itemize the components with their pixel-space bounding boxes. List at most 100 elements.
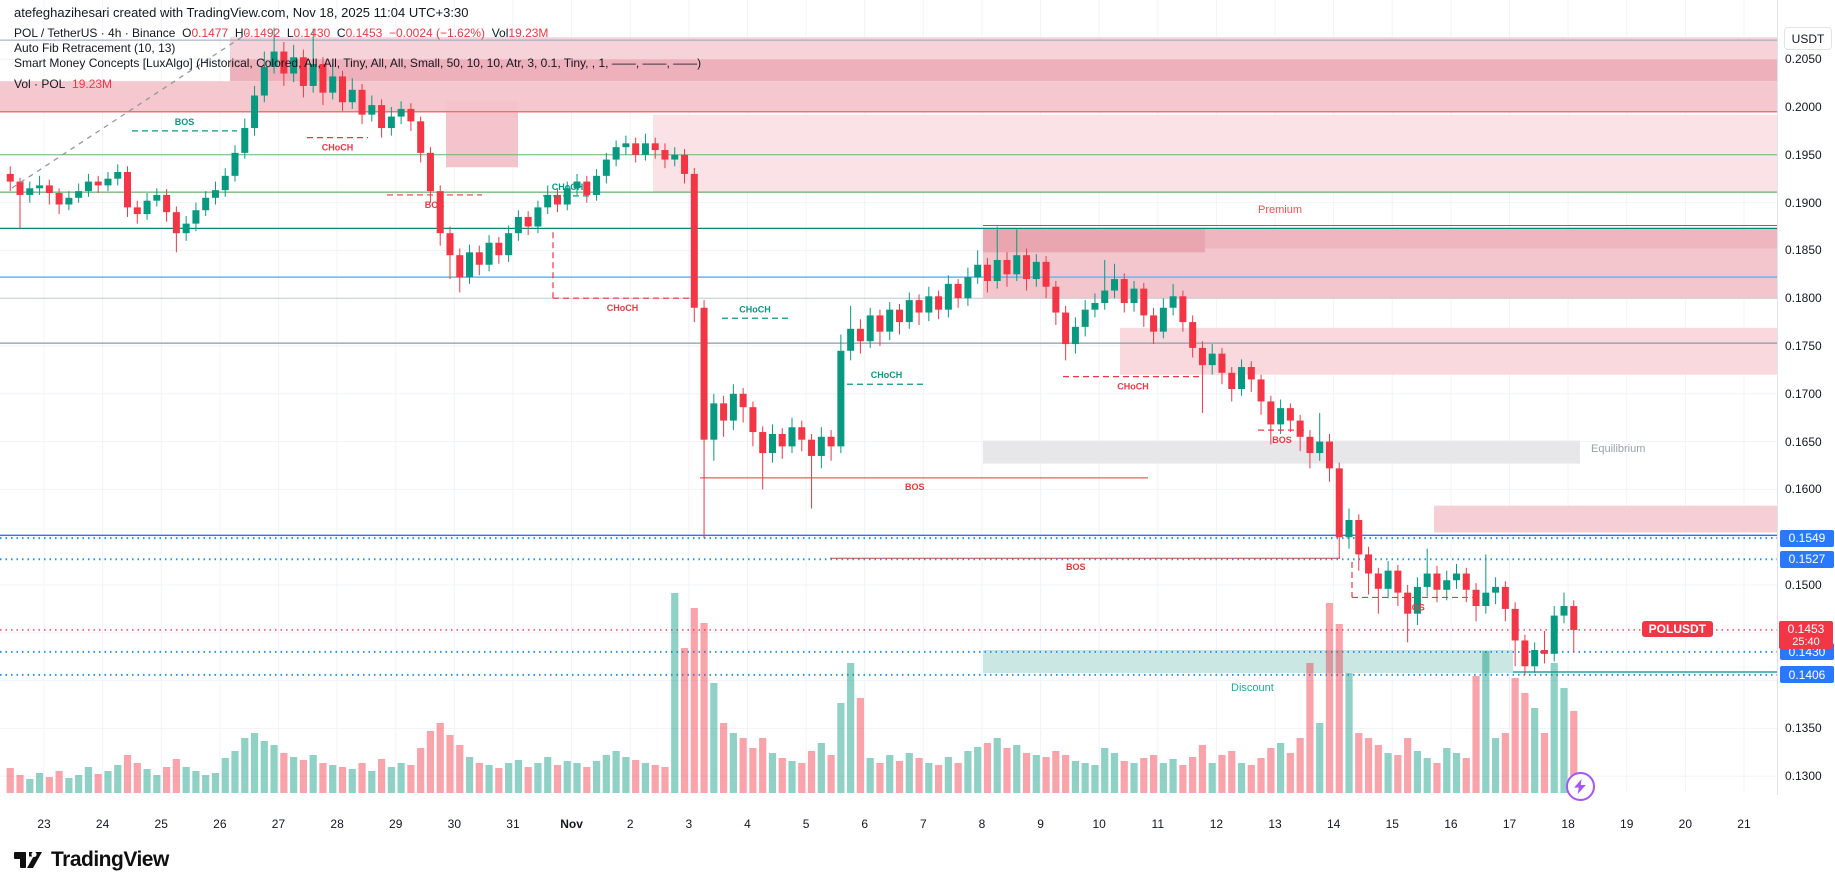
choch-label: CHoCH bbox=[871, 370, 903, 380]
date-tick-label: 28 bbox=[330, 817, 344, 831]
tradingview-logo[interactable]: TradingView bbox=[14, 847, 169, 873]
candle-body bbox=[1306, 436, 1314, 454]
candle-body bbox=[661, 150, 669, 160]
alert-price-badge[interactable]: 0.1549 bbox=[1780, 529, 1834, 547]
candle-body bbox=[1531, 650, 1539, 667]
candle-body bbox=[378, 105, 386, 129]
candle-body bbox=[124, 172, 132, 208]
candle-body bbox=[778, 433, 786, 447]
volume-bar bbox=[602, 755, 610, 793]
candle-body bbox=[94, 181, 102, 186]
volume-bar bbox=[788, 761, 796, 793]
volume-bar bbox=[1208, 763, 1216, 793]
date-tick-label: 13 bbox=[1268, 817, 1282, 831]
candle-body bbox=[1267, 401, 1275, 425]
volume-bar bbox=[6, 768, 14, 793]
date-tick-label: 14 bbox=[1326, 817, 1341, 831]
date-tick-label: 3 bbox=[685, 817, 693, 831]
volume-bar bbox=[1062, 755, 1070, 793]
candle-body bbox=[739, 393, 747, 408]
volume-bar bbox=[524, 767, 532, 793]
volume-bar bbox=[1277, 743, 1285, 793]
volume-bar bbox=[1433, 763, 1441, 793]
symbol-title[interactable]: POL / TetherUS · 4h · Binance bbox=[14, 26, 176, 40]
volume-bar bbox=[1286, 753, 1294, 793]
volume-bar bbox=[16, 775, 24, 793]
candle-body bbox=[808, 439, 816, 456]
volume-bar bbox=[1374, 745, 1382, 793]
lightning-icon bbox=[1574, 779, 1586, 794]
volume-bar bbox=[172, 759, 180, 793]
candle-body bbox=[368, 105, 376, 115]
volume-bar bbox=[886, 755, 894, 793]
volume-bar bbox=[260, 741, 268, 793]
candle-body bbox=[1091, 302, 1099, 310]
volume-bar bbox=[211, 773, 220, 793]
candle-body bbox=[1433, 573, 1441, 590]
candle-body bbox=[573, 181, 581, 189]
volume-bar bbox=[964, 751, 972, 793]
volume-bar bbox=[1560, 688, 1568, 793]
volume-bar bbox=[505, 763, 513, 793]
candle-body bbox=[720, 403, 728, 421]
indicator-volume[interactable]: Vol · POL bbox=[14, 77, 66, 91]
volume-bar bbox=[768, 753, 777, 793]
candle-body bbox=[348, 89, 356, 103]
volume-bar bbox=[905, 753, 913, 793]
volume-bar bbox=[817, 743, 825, 793]
candle-body bbox=[1492, 586, 1500, 593]
date-tick-label: 18 bbox=[1561, 817, 1575, 831]
price-tick-label: 0.1350 bbox=[1785, 721, 1822, 736]
volume-bar bbox=[563, 761, 571, 793]
volume-bar bbox=[1345, 673, 1353, 793]
volume-bar bbox=[250, 733, 259, 793]
candle-body bbox=[1365, 554, 1373, 574]
candle-body bbox=[1316, 441, 1324, 454]
trendline bbox=[11, 32, 249, 189]
candle-body bbox=[1257, 379, 1265, 402]
candle-body bbox=[1423, 573, 1431, 587]
candle-body bbox=[593, 175, 601, 195]
volume-bar bbox=[1149, 755, 1158, 793]
volume-bar bbox=[661, 767, 669, 793]
time-axis[interactable]: 23 24 25 26 27 28 29 30 31 Nov 2 3 4 5 6 7 8 9 10 11 12 13 14 1… bbox=[0, 795, 1835, 842]
volume-bar bbox=[104, 771, 112, 793]
indicator-smc[interactable]: Smart Money Concepts [LuxAlgo] (Historic… bbox=[14, 56, 702, 70]
alert-price-badge[interactable]: 0.1527 bbox=[1780, 550, 1834, 568]
date-tick-label: 20 bbox=[1678, 817, 1693, 831]
indicator-fib[interactable]: Auto Fib Retracement (10, 13) bbox=[14, 41, 176, 55]
candle-body bbox=[1384, 570, 1392, 589]
date-tick-label: 10 bbox=[1092, 817, 1106, 831]
candle-body bbox=[1413, 586, 1421, 614]
instant-trading-button[interactable] bbox=[1566, 772, 1595, 801]
volume-bar bbox=[534, 763, 542, 793]
volume-bar bbox=[426, 731, 435, 793]
volume-bar bbox=[1052, 751, 1060, 793]
indicator-volume-value: 19.23M bbox=[72, 77, 113, 91]
volume-bar bbox=[1521, 693, 1529, 793]
volume-bar bbox=[700, 623, 708, 793]
candle-body bbox=[221, 175, 229, 191]
volume-bar bbox=[1179, 765, 1187, 793]
candle-body bbox=[104, 178, 112, 186]
volume-bar bbox=[495, 768, 503, 793]
volume-bar bbox=[856, 698, 865, 793]
candle-body bbox=[534, 207, 542, 227]
alert-price-badge[interactable]: 0.1406 bbox=[1780, 666, 1834, 684]
candle-body bbox=[544, 194, 552, 208]
volume-bar bbox=[739, 738, 747, 793]
price-axis[interactable]: USDT 0.2050 0.2000 0.1950 0.1900 0.1850 0.180… bbox=[1777, 0, 1835, 795]
price-chart[interactable]: BOS BOS BOS CHoCH BOS CHoCH CHoCH CHoCH CHoCH CHo… bbox=[0, 0, 1777, 795]
volume-bar bbox=[866, 758, 874, 793]
volume-bar bbox=[680, 648, 689, 793]
symbol-price-tag[interactable]: POLUSDT bbox=[1641, 620, 1713, 637]
bos-label: BOS bbox=[175, 117, 195, 127]
volume-bar bbox=[1237, 763, 1246, 793]
candle-body bbox=[26, 188, 34, 195]
discount-label: Discount bbox=[1231, 682, 1274, 694]
symbol-row[interactable]: POL / TetherUS · 4h · Binance O0.1477 H0… bbox=[14, 26, 701, 40]
volume-bar bbox=[632, 760, 640, 793]
high-label: H bbox=[234, 26, 244, 40]
candle-body bbox=[163, 194, 171, 213]
